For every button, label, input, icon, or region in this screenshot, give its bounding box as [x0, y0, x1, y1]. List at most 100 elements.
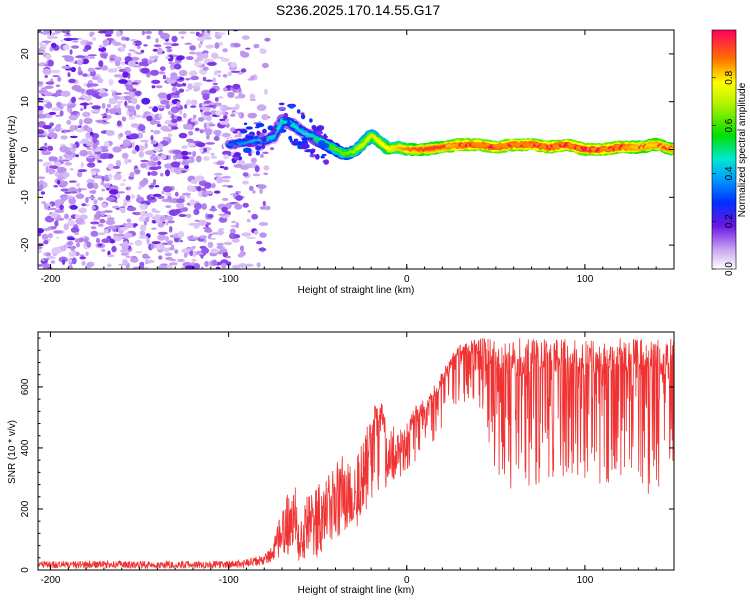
noise-blob: [195, 51, 204, 56]
noise-blob: [137, 185, 143, 190]
noise-blob: [131, 141, 135, 149]
noise-blob: [48, 156, 58, 162]
noise-blob: [222, 110, 226, 116]
noise-blob: [68, 157, 73, 161]
noise-blob: [76, 113, 81, 117]
noise-blob: [183, 112, 187, 119]
x-tick-label: 100: [577, 575, 594, 586]
ridge-segment: [637, 144, 643, 149]
noise-blob: [185, 138, 194, 143]
ridge-segment: [522, 143, 528, 147]
transition-blob: [298, 124, 303, 129]
noise-blob: [207, 30, 211, 34]
noise-blob: [38, 30, 42, 34]
noise-blob: [190, 75, 200, 81]
noise-blob: [206, 222, 211, 226]
noise-blob: [85, 41, 93, 46]
noise-blob: [184, 164, 189, 170]
noise-blob: [180, 36, 184, 39]
noise-blob: [56, 124, 62, 128]
noise-blob: [211, 52, 219, 59]
colorbar-frame: [711, 29, 737, 270]
noise-blob: [130, 56, 140, 61]
noise-blob: [188, 130, 194, 136]
noise-blob: [105, 196, 116, 202]
noise-blob: [203, 156, 210, 161]
y-tick-label: 10: [20, 96, 31, 108]
noise-blob: [209, 88, 217, 94]
noise-blob: [119, 226, 128, 231]
noise-blob: [106, 103, 112, 108]
colorbar-tick-label: 0.2: [724, 214, 735, 228]
noise-blob: [194, 219, 200, 222]
x-tick-label: -100: [219, 575, 239, 586]
noise-blob: [110, 89, 115, 92]
noise-blob: [122, 71, 129, 78]
noise-blob: [98, 92, 109, 97]
noise-blob: [247, 78, 255, 81]
noise-blob: [171, 118, 178, 124]
ridge-segment: [486, 143, 491, 147]
noise-blob: [66, 32, 71, 35]
noise-blob: [43, 258, 50, 261]
y-tick-label: 0: [20, 567, 31, 573]
noise-blob: [48, 132, 56, 138]
noise-blob: [196, 142, 206, 148]
noise-blob: [181, 248, 191, 254]
noise-blob: [80, 161, 84, 168]
noise-blob: [118, 191, 125, 194]
noise-blob: [55, 84, 61, 88]
noise-blob: [204, 260, 209, 267]
noise-blob: [91, 105, 101, 110]
noise-blob: [68, 197, 76, 205]
noise-blob: [64, 191, 71, 194]
x-tick-label: 0: [404, 274, 410, 285]
noise-blob: [76, 171, 83, 178]
noise-blob: [127, 159, 132, 163]
noise-blob: [67, 104, 76, 108]
noise-blob: [175, 202, 185, 209]
noise-blob: [236, 191, 242, 194]
noise-blob: [41, 201, 47, 204]
noise-blob: [247, 210, 251, 213]
noise-blob: [256, 104, 267, 112]
noise-blob: [120, 248, 129, 253]
ridge-segment: [513, 142, 519, 146]
noise-blob: [98, 47, 107, 52]
noise-blob: [258, 222, 269, 226]
noise-blob: [143, 44, 148, 47]
noise-blob: [204, 182, 212, 189]
noise-blob: [125, 222, 133, 229]
noise-blob: [122, 179, 127, 182]
noise-blob: [264, 37, 271, 42]
noise-blob: [122, 139, 131, 146]
noise-blob: [150, 161, 158, 166]
noise-blob: [167, 54, 174, 62]
noise-blob: [75, 251, 80, 256]
transition-blob: [262, 151, 269, 154]
noise-blob: [210, 152, 215, 156]
noise-blob: [190, 85, 201, 89]
noise-blob: [171, 114, 175, 120]
noise-blob: [38, 248, 42, 254]
noise-blob: [69, 124, 76, 132]
noise-blob: [223, 154, 230, 160]
noise-blob: [92, 143, 98, 150]
noise-blob: [227, 92, 235, 98]
noise-blob: [250, 157, 257, 164]
noise-blob: [160, 172, 164, 177]
noise-blob: [54, 199, 65, 206]
ridge-segment: [340, 152, 346, 157]
noise-blob: [146, 35, 151, 40]
noise-blob: [140, 159, 149, 163]
noise-blob: [130, 194, 136, 199]
noise-blob: [216, 242, 224, 246]
noise-blob: [147, 60, 153, 65]
noise-blob: [63, 34, 72, 37]
noise-blob: [257, 184, 267, 190]
noise-blob: [213, 70, 218, 76]
noise-blob: [202, 76, 207, 82]
noise-blob: [249, 93, 256, 100]
noise-blob: [70, 191, 78, 194]
noise-blob: [42, 125, 52, 130]
